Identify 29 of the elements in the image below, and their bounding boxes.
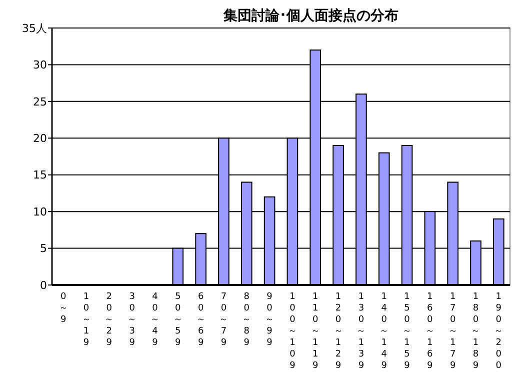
x-tick-label: 0～9	[58, 292, 68, 325]
x-tick-label: 70～79	[219, 292, 228, 348]
x-tick-label: 160～169	[425, 292, 434, 371]
x-tick-label: 120～129	[334, 292, 343, 371]
x-tick-label: 50～59	[173, 292, 182, 348]
x-tick-label: 30～39	[128, 292, 137, 348]
x-tick-label: 170～179	[448, 292, 458, 371]
x-tick-label: 180～189	[471, 292, 480, 371]
y-tick-label: 25	[33, 95, 47, 108]
y-tick-label: 0	[40, 278, 47, 292]
y-tick-label: 20	[33, 132, 47, 145]
x-tick-label: 40～49	[150, 292, 160, 348]
x-tick-label: 90～99	[265, 292, 274, 348]
x-tick-label: 190～200	[494, 292, 504, 371]
x-tick-label: 80～89	[242, 292, 252, 348]
y-tick-label: 15	[33, 168, 47, 182]
y-tick-label: 10	[33, 205, 47, 218]
x-tick-label: 140～149	[380, 292, 389, 371]
y-tick-label: 5	[40, 242, 47, 256]
x-tick-label: 130～139	[356, 292, 366, 371]
chart-title: 集団討論･個人面接点の分布	[222, 7, 398, 24]
x-tick-label: 110～119	[310, 292, 320, 371]
x-tick-label: 60～69	[196, 292, 206, 348]
x-tick-label: 10～19	[82, 292, 91, 348]
x-tick-label: 100～109	[288, 292, 297, 371]
x-tick-label: 20～29	[104, 292, 114, 348]
y-tick-label: 35人	[22, 22, 47, 35]
y-tick-label: 30	[33, 58, 47, 72]
x-tick-label: 150～159	[402, 292, 412, 371]
